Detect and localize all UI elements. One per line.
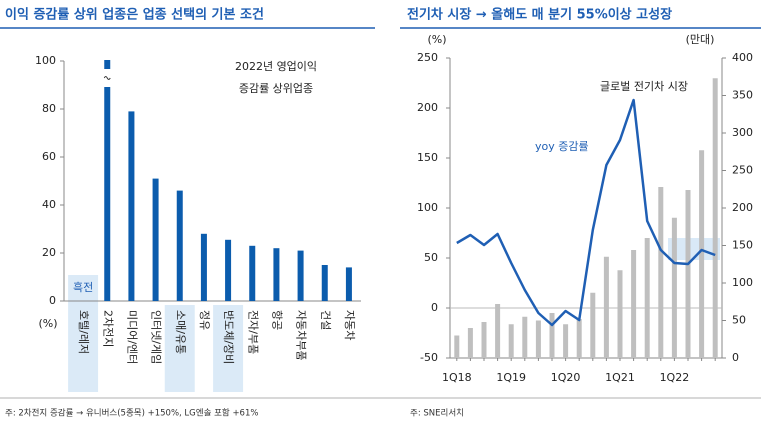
bar: [631, 250, 637, 358]
x-tick-label: 정유: [198, 310, 211, 330]
line: [456, 98, 716, 327]
annotation: 2022년 영업이익: [235, 60, 317, 73]
bar: [200, 233, 207, 301]
x-tick-label: 반도체/장비: [222, 310, 235, 364]
category-highlight: [213, 305, 244, 392]
bar: [249, 245, 256, 301]
bar: [225, 239, 232, 301]
x-tick-label: 1Q21: [605, 371, 635, 384]
y-tick-label: 200: [417, 101, 438, 114]
chart-title: 이익 증감률 상위 업종은 업종 선택의 기본 조건: [5, 7, 264, 23]
bar: [345, 267, 352, 301]
y2-tick-label: 400: [732, 51, 753, 64]
axis-break: [103, 76, 111, 80]
y-tick-label: 100: [35, 54, 56, 67]
bar: [508, 324, 514, 358]
y-tick-label: 0: [431, 301, 438, 314]
bar: [176, 190, 183, 301]
note: 주: SNE리서치: [410, 409, 464, 419]
series-label: 글로벌 전기차 시장: [600, 80, 688, 93]
bar: [563, 324, 569, 358]
bar: [590, 292, 596, 358]
y-tick-label: 150: [417, 151, 438, 164]
bar: [712, 78, 718, 358]
bar: [104, 60, 111, 301]
y2-tick-label: 200: [732, 201, 753, 214]
x-tick-label: 1Q19: [496, 371, 526, 384]
bar: [699, 150, 705, 358]
bar: [128, 111, 135, 302]
x-tick-label: 자동차: [343, 310, 356, 340]
x-tick-label: 1Q20: [551, 371, 581, 384]
value-label: 흑전: [73, 280, 93, 294]
category-highlight: [68, 275, 99, 392]
y-tick-label: 60: [42, 150, 56, 163]
y-tick-label: 20: [42, 246, 56, 259]
y-tick-label: 80: [42, 102, 56, 115]
y2-tick-label: 250: [732, 164, 753, 177]
y-tick-label: 100: [417, 201, 438, 214]
bar: [658, 187, 664, 358]
bar: [535, 320, 541, 358]
x-tick-label: 자동차부품: [295, 310, 308, 361]
x-tick-label: 호텔/레저: [77, 310, 90, 354]
x-tick-label: 건설: [319, 310, 332, 330]
x-tick-label: 미디어/엔터: [125, 310, 138, 364]
x-tick-label: 1Q18: [442, 371, 472, 384]
highlight-box: [668, 238, 720, 260]
x-tick-label: 항공: [270, 310, 283, 330]
category-highlight: [164, 305, 195, 392]
y-axis-label: (%): [427, 33, 446, 46]
bar: [576, 319, 582, 358]
bar: [481, 322, 487, 358]
y2-axis-label: (만대): [686, 33, 715, 46]
x-tick-label: 전자/부품: [246, 310, 259, 354]
chart-title: 전기차 시장 → 올해도 매 분기 55%이상 고성장: [407, 7, 672, 23]
y-tick-label: 0: [49, 294, 56, 307]
y2-tick-label: 100: [732, 276, 753, 289]
x-tick-label: 2차전지: [101, 310, 114, 347]
y-axis-label: (%): [38, 317, 57, 330]
y2-tick-label: 150: [732, 239, 753, 252]
bar: [644, 238, 650, 358]
y-tick-label: -50: [420, 351, 438, 364]
y-tick-label: 250: [417, 51, 438, 64]
y2-tick-label: 300: [732, 126, 753, 139]
bar: [671, 217, 677, 358]
x-tick-label: 1Q22: [660, 371, 690, 384]
note: 주: 2차전지 증감률 → 유니버스(5종목) +150%, LG엔솔 포함 +…: [5, 408, 258, 419]
series-label: yoy 증감률: [535, 140, 589, 153]
bar: [603, 256, 609, 358]
bar: [685, 190, 691, 358]
annotation: 증감률 상위업종: [239, 82, 313, 95]
bar: [549, 313, 555, 358]
bar: [522, 316, 528, 358]
y2-tick-label: 350: [732, 89, 753, 102]
bar: [273, 248, 280, 301]
bar: [467, 328, 473, 358]
bar: [454, 335, 460, 358]
bar: [495, 304, 501, 358]
bar: [617, 270, 623, 358]
right-chart: -50 0 50 100 150 200 250 0 50 100 150 200 250 300 350 4…: [417, 33, 753, 384]
x-tick-label: 소매/유통: [174, 310, 187, 354]
y2-tick-label: 50: [732, 314, 746, 327]
bar: [321, 265, 328, 301]
x-tick-label: 인터넷/게임: [150, 310, 163, 364]
y-tick-label: 50: [424, 251, 438, 264]
bar: [152, 178, 159, 301]
y-tick-label: 40: [42, 198, 56, 211]
bar: [297, 250, 304, 301]
y2-tick-label: 0: [732, 351, 739, 364]
